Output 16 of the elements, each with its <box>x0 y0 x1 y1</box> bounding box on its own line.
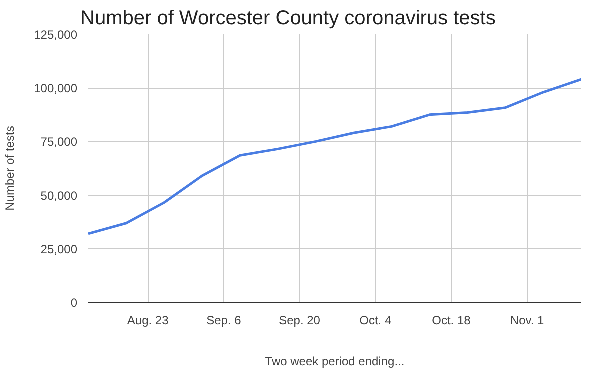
y-axis-title: Number of tests <box>3 126 18 211</box>
chart-title: Number of Worcester County coronavirus tests <box>80 8 496 30</box>
x-tick-label: Oct. 4 <box>360 314 392 328</box>
x-tick-label: Aug. 23 <box>127 314 170 328</box>
x-tick-label: Sep. 6 <box>206 314 242 328</box>
x-tick-label: Oct. 18 <box>432 314 472 328</box>
y-tick-label: 25,000 <box>40 242 78 256</box>
x-tick-label: Nov. 1 <box>510 314 545 328</box>
y-tick-label: 100,000 <box>34 82 78 96</box>
y-tick-label: 0 <box>70 296 78 310</box>
line-series <box>88 78 582 236</box>
y-tick-label: 125,000 <box>34 28 78 42</box>
x-tick-label: Sep. 20 <box>279 314 321 328</box>
y-tick-label: 75,000 <box>40 135 78 150</box>
x-axis-title: Two week period ending... <box>265 354 405 368</box>
y-tick-label: 50,000 <box>40 188 78 203</box>
